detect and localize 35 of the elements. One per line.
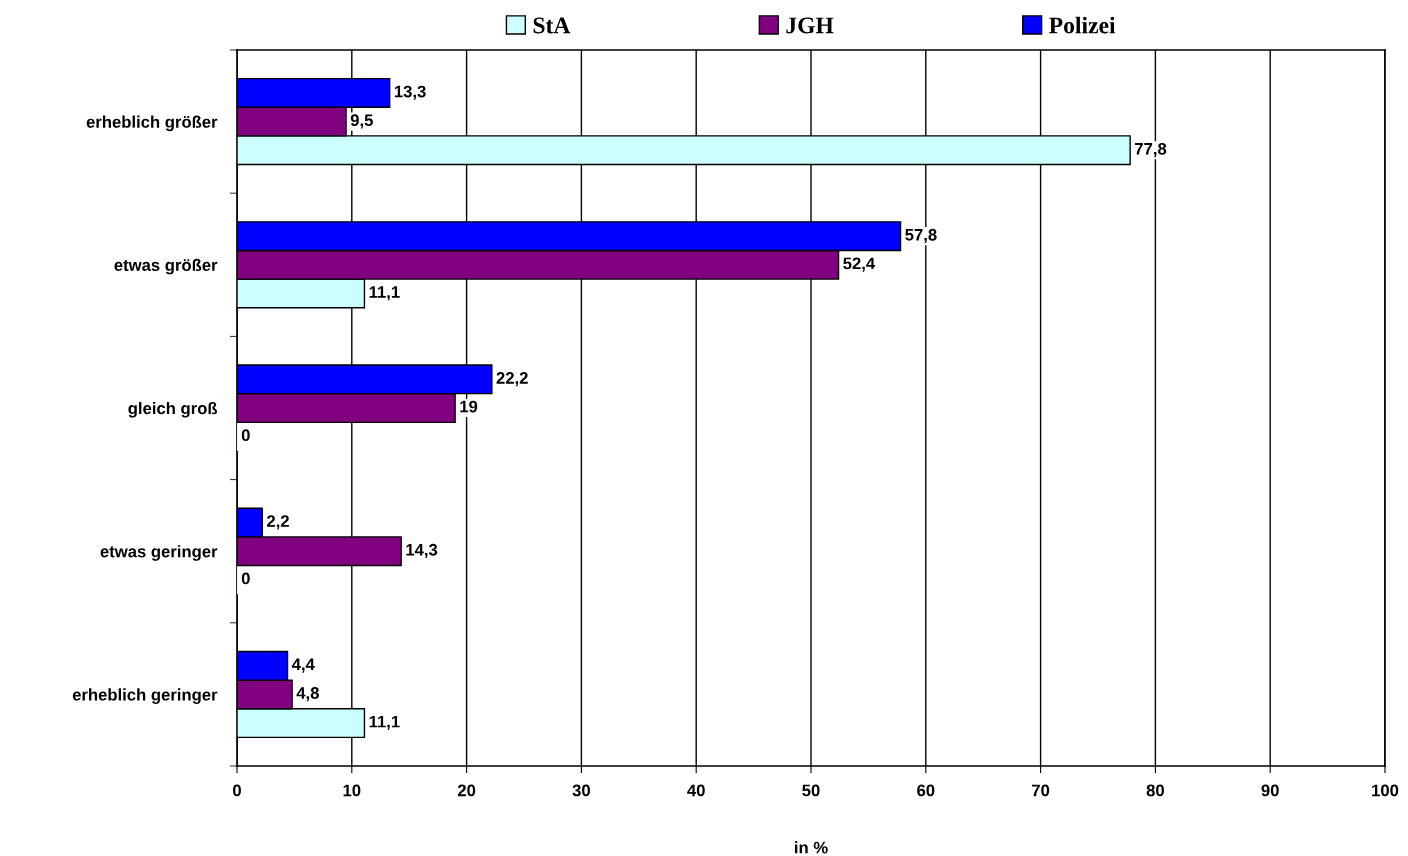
x-tick-label: 30: [572, 784, 590, 797]
data-label: 22,2: [496, 372, 528, 387]
data-label: 52,4: [843, 257, 876, 272]
x-tick-label: 20: [457, 784, 476, 797]
data-label: 9,5: [350, 114, 373, 129]
x-tick-label: 80: [1146, 784, 1164, 797]
data-label: 13,3: [394, 85, 426, 100]
data-label: 77,8: [1135, 142, 1167, 158]
legend-label: Polizei: [1049, 16, 1116, 34]
data-label: 4,8: [296, 687, 319, 702]
y-tick-label: erheblich geringer: [72, 688, 218, 704]
y-tick-label: gleich groß: [128, 401, 218, 418]
y-tick-label: erheblich größer: [86, 115, 218, 132]
x-tick-label: 0: [233, 784, 241, 797]
legend-label: JGH: [786, 17, 834, 34]
x-tick-label: 10: [343, 784, 361, 797]
data-label: 0: [241, 429, 250, 442]
y-tick-label: etwas größer: [114, 258, 218, 275]
data-label: 57,8: [905, 228, 937, 244]
data-label: 14,3: [406, 543, 438, 559]
data-label: 11,1: [369, 286, 400, 301]
x-tick-label: 40: [687, 784, 705, 797]
y-tick-label: etwas geringer: [100, 545, 218, 561]
legend-label: StA: [533, 17, 571, 34]
data-label: 2,2: [267, 515, 289, 530]
x-tick-label: 50: [802, 784, 820, 797]
data-label: 11,1: [369, 715, 400, 730]
data-label: 4,4: [291, 658, 315, 673]
x-tick-label: 100: [1372, 784, 1399, 797]
x-tick-label: 90: [1261, 784, 1279, 797]
data-label: 0: [241, 572, 250, 585]
x-tick-label: 70: [1032, 784, 1050, 797]
x-tick-label: 60: [917, 784, 935, 797]
x-axis-title: in %: [795, 841, 828, 854]
data-label: 19: [460, 400, 478, 413]
